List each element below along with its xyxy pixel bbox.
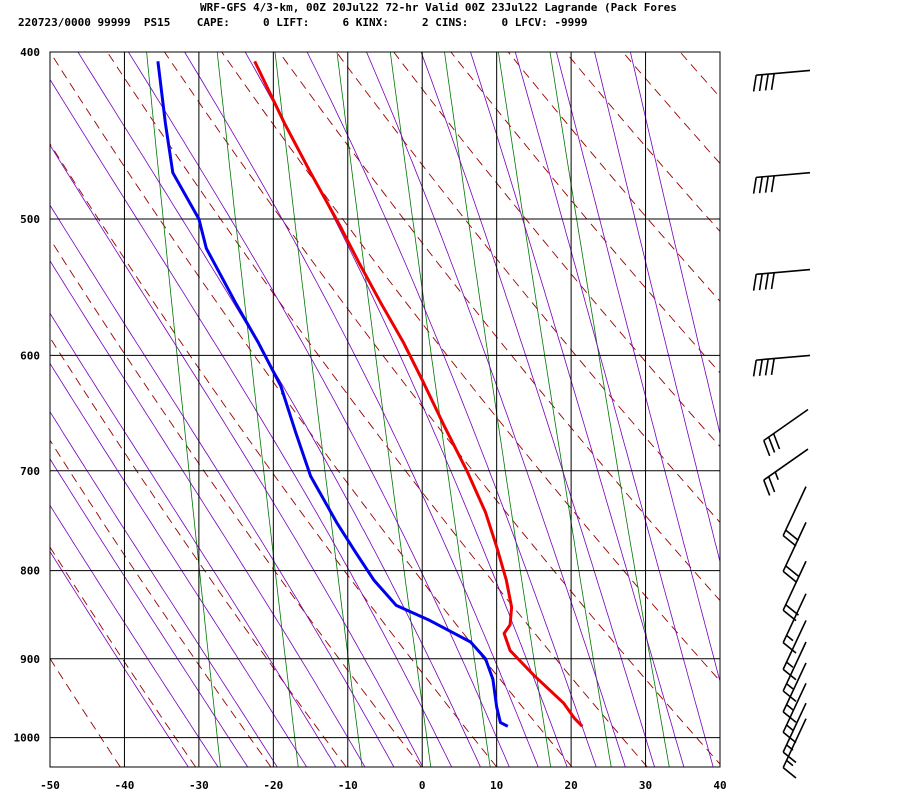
moist-adiabat-line bbox=[244, 52, 568, 767]
mixing-ratio-line bbox=[389, 52, 491, 767]
moist-adiabat-line bbox=[50, 78, 453, 767]
dry-adiabat-line bbox=[50, 657, 121, 767]
moist-adiabat-line bbox=[184, 52, 539, 767]
dry-adiabat-line bbox=[393, 52, 720, 448]
temperature-tick-label: 10 bbox=[490, 779, 503, 792]
mixing-ratio-line bbox=[498, 52, 612, 767]
temperature-tick-label: 20 bbox=[564, 779, 577, 792]
wind-barb bbox=[752, 69, 811, 92]
moist-adiabat-line bbox=[50, 458, 249, 767]
mixing-ratio-line bbox=[216, 52, 299, 767]
sounding-profiles bbox=[156, 60, 584, 728]
moist-adiabat-line bbox=[50, 504, 219, 767]
pressure-tick-label: 600 bbox=[20, 349, 40, 362]
wind-barb bbox=[763, 448, 809, 496]
moist-adiabat-line bbox=[514, 52, 714, 767]
dry-adiabat-line bbox=[795, 52, 900, 767]
wind-barb bbox=[752, 354, 811, 377]
moist-adiabat-line bbox=[470, 52, 685, 767]
thermo-background-lines bbox=[50, 52, 900, 767]
temperature-tick-label: -10 bbox=[338, 779, 358, 792]
temperature-tick-label: -50 bbox=[40, 779, 60, 792]
moist-adiabat-line bbox=[630, 52, 720, 436]
dry-adiabat-line bbox=[565, 52, 720, 233]
mixing-ratio-line bbox=[146, 52, 221, 767]
wind-barb-column bbox=[752, 69, 811, 779]
dry-adiabat-line bbox=[164, 52, 720, 765]
mixing-ratio-line bbox=[444, 52, 552, 767]
wind-barb bbox=[782, 620, 807, 681]
temperature-tick-label: -20 bbox=[263, 779, 283, 792]
moist-adiabat-line bbox=[50, 410, 278, 767]
dry-adiabat-line bbox=[50, 439, 272, 767]
wind-barb bbox=[782, 683, 807, 744]
dry-adiabat-line bbox=[50, 546, 196, 767]
stability-indices-line: 220723/0000 99999 PS15 CAPE: 0 LIFT: 6 K… bbox=[18, 16, 588, 29]
wind-barb bbox=[782, 702, 807, 764]
dry-adiabat-line bbox=[450, 52, 720, 374]
wind-barb bbox=[782, 641, 807, 702]
moist-adiabat-line bbox=[50, 362, 307, 767]
temperature-profile-line bbox=[253, 60, 584, 728]
mixing-ratio-line bbox=[336, 52, 432, 767]
temperature-tick-label: 0 bbox=[419, 779, 426, 792]
plot-frame bbox=[49, 51, 721, 768]
wind-barb bbox=[782, 593, 807, 654]
moist-adiabat-line bbox=[556, 52, 720, 683]
pressure-tick-label: 1000 bbox=[14, 732, 41, 745]
moist-adiabat-line bbox=[50, 144, 424, 767]
temperature-tick-label: -40 bbox=[115, 779, 135, 792]
temperature-tick-label: 40 bbox=[713, 779, 726, 792]
mixing-ratio-line bbox=[549, 52, 670, 767]
moist-adiabat-line bbox=[366, 52, 626, 767]
wind-barb bbox=[782, 486, 807, 547]
dry-adiabat-line bbox=[852, 52, 900, 767]
mixing-ratio-line bbox=[274, 52, 363, 767]
wind-barb bbox=[782, 718, 807, 779]
wind-barb bbox=[782, 522, 807, 583]
pressure-tick-label: 800 bbox=[20, 565, 40, 578]
dry-adiabat-line bbox=[737, 52, 900, 767]
moist-adiabat-line bbox=[306, 52, 597, 767]
axis-tick-labels: 400 500 600 700 800 900 1000 -50 -40 -30 -20 -10 0 10… bbox=[14, 46, 727, 792]
pressure-tick-label: 700 bbox=[20, 465, 40, 478]
chart-header: WRF-GFS 4/3-km, 00Z 20Jul22 72-hr Valid … bbox=[0, 0, 900, 30]
moist-adiabat-line bbox=[594, 52, 720, 564]
pressure-tick-label: 500 bbox=[20, 213, 40, 226]
pressure-tick-label: 900 bbox=[20, 653, 40, 666]
wind-barb bbox=[752, 171, 811, 194]
dry-adiabat-line bbox=[221, 52, 720, 682]
dry-adiabat-line bbox=[106, 52, 648, 767]
wind-barb bbox=[782, 560, 807, 622]
dry-adiabat-line bbox=[622, 52, 720, 165]
dry-adiabat-line bbox=[278, 52, 720, 602]
temperature-tick-label: -30 bbox=[189, 779, 209, 792]
moist-adiabat-line bbox=[77, 52, 481, 767]
dry-adiabat-line bbox=[50, 336, 347, 767]
moist-adiabat-line bbox=[50, 312, 337, 767]
dry-adiabat-line bbox=[50, 143, 498, 767]
moist-adiabat-line bbox=[50, 260, 366, 767]
chart-title-line: WRF-GFS 4/3-km, 00Z 20Jul22 72-hr Valid … bbox=[200, 1, 677, 14]
temperature-tick-label: 30 bbox=[639, 779, 652, 792]
dry-adiabat-line bbox=[336, 52, 720, 524]
dry-adiabat-line bbox=[50, 52, 573, 767]
moist-adiabat-line bbox=[128, 52, 510, 767]
pressure-tick-label: 400 bbox=[20, 46, 40, 59]
dewpoint-profile-line bbox=[156, 61, 509, 728]
plot-grid bbox=[49, 51, 721, 768]
wind-barb bbox=[752, 268, 811, 291]
dry-adiabat-line bbox=[679, 52, 720, 98]
moist-adiabat-line bbox=[420, 52, 655, 767]
wind-barb bbox=[763, 408, 809, 457]
moist-adiabat-line bbox=[50, 550, 189, 767]
